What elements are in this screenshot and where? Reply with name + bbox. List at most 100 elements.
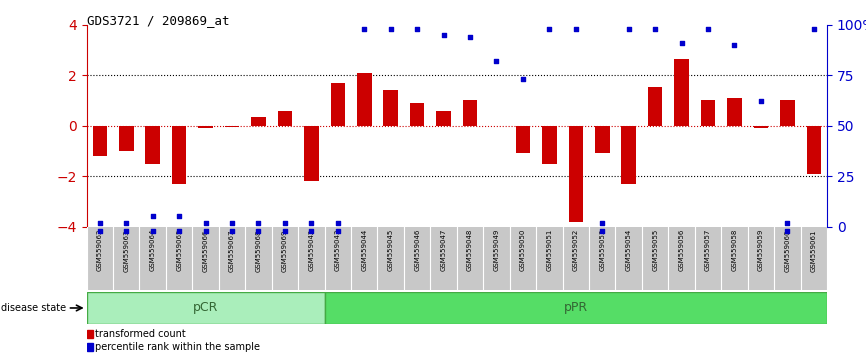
Text: disease state: disease state xyxy=(1,303,66,313)
Point xyxy=(251,220,265,225)
Text: GSM559054: GSM559054 xyxy=(626,229,631,272)
Point xyxy=(754,99,768,104)
Point xyxy=(595,220,609,225)
Bar xyxy=(87,330,93,338)
Point xyxy=(780,228,794,234)
Text: GSM559049: GSM559049 xyxy=(494,229,500,272)
Bar xyxy=(325,292,827,324)
Text: GSM559052: GSM559052 xyxy=(572,229,578,272)
Text: GSM559047: GSM559047 xyxy=(441,229,447,272)
Bar xyxy=(569,126,583,222)
Point xyxy=(701,26,715,32)
Text: GSM559059: GSM559059 xyxy=(758,229,764,272)
Text: pCR: pCR xyxy=(193,302,218,314)
Point xyxy=(278,220,292,225)
Bar xyxy=(278,110,292,126)
Point xyxy=(198,228,212,234)
Bar xyxy=(119,126,133,151)
Point xyxy=(410,26,424,32)
Bar xyxy=(251,117,266,126)
Point xyxy=(225,220,239,225)
Point xyxy=(93,220,107,225)
Point xyxy=(622,26,636,32)
Point xyxy=(120,228,133,234)
Point xyxy=(569,26,583,32)
Bar xyxy=(753,126,768,128)
Bar xyxy=(727,98,742,126)
Text: GSM559056: GSM559056 xyxy=(679,229,685,272)
Bar xyxy=(384,90,398,126)
Point xyxy=(93,228,107,234)
Point xyxy=(595,228,609,234)
Text: percentile rank within the sample: percentile rank within the sample xyxy=(95,342,261,352)
Text: GSM559065: GSM559065 xyxy=(176,229,182,272)
Text: GSM559064: GSM559064 xyxy=(150,229,156,272)
Point xyxy=(198,220,212,225)
Text: GSM559055: GSM559055 xyxy=(652,229,658,272)
Bar xyxy=(171,126,186,184)
Point xyxy=(331,220,345,225)
Point xyxy=(251,228,265,234)
Point xyxy=(172,213,186,219)
Text: GDS3721 / 209869_at: GDS3721 / 209869_at xyxy=(87,14,229,27)
Text: GSM559045: GSM559045 xyxy=(388,229,394,272)
Point xyxy=(542,26,556,32)
Text: GSM559057: GSM559057 xyxy=(705,229,711,272)
Point xyxy=(727,42,741,48)
Bar xyxy=(515,126,530,153)
Bar xyxy=(806,126,821,173)
Bar xyxy=(542,126,557,164)
Bar xyxy=(198,126,213,128)
Text: GSM559046: GSM559046 xyxy=(414,229,420,272)
Bar xyxy=(780,101,795,126)
Point xyxy=(172,228,186,234)
Text: GSM559048: GSM559048 xyxy=(467,229,473,272)
Text: pPR: pPR xyxy=(564,302,588,314)
Point xyxy=(675,40,688,46)
Text: GSM559060: GSM559060 xyxy=(785,229,791,272)
Point xyxy=(305,228,319,234)
Bar xyxy=(462,101,477,126)
Point xyxy=(463,34,477,40)
Point xyxy=(120,220,133,225)
Bar xyxy=(648,87,662,126)
Bar xyxy=(675,59,688,126)
Bar xyxy=(436,110,451,126)
Bar xyxy=(87,343,93,351)
Text: GSM559069: GSM559069 xyxy=(282,229,288,272)
Text: GSM559061: GSM559061 xyxy=(811,229,817,272)
Point xyxy=(489,58,503,64)
Point xyxy=(807,26,821,32)
Text: GSM559068: GSM559068 xyxy=(255,229,262,272)
Bar xyxy=(622,126,636,184)
Text: GSM559043: GSM559043 xyxy=(335,229,341,272)
Bar xyxy=(145,126,160,164)
Text: GSM559053: GSM559053 xyxy=(599,229,605,272)
Bar xyxy=(225,126,239,127)
Point xyxy=(649,26,662,32)
Bar xyxy=(93,126,107,156)
Point xyxy=(358,26,372,32)
Bar xyxy=(304,126,319,181)
Point xyxy=(331,228,345,234)
Text: GSM559058: GSM559058 xyxy=(732,229,738,272)
Point xyxy=(516,76,530,82)
Point xyxy=(384,26,397,32)
Text: GSM559050: GSM559050 xyxy=(520,229,526,272)
Text: GSM559066: GSM559066 xyxy=(203,229,209,272)
Point xyxy=(145,213,159,219)
Bar xyxy=(701,101,715,126)
Point xyxy=(780,220,794,225)
Bar xyxy=(595,126,610,153)
Text: GSM559067: GSM559067 xyxy=(229,229,235,272)
Text: GSM559062: GSM559062 xyxy=(97,229,103,272)
Bar xyxy=(410,103,424,126)
Point xyxy=(436,32,450,38)
Bar xyxy=(331,83,345,126)
Bar xyxy=(87,292,325,324)
Text: GSM559042: GSM559042 xyxy=(308,229,314,272)
Point xyxy=(145,228,159,234)
Point xyxy=(278,228,292,234)
Point xyxy=(305,220,319,225)
Point xyxy=(225,228,239,234)
